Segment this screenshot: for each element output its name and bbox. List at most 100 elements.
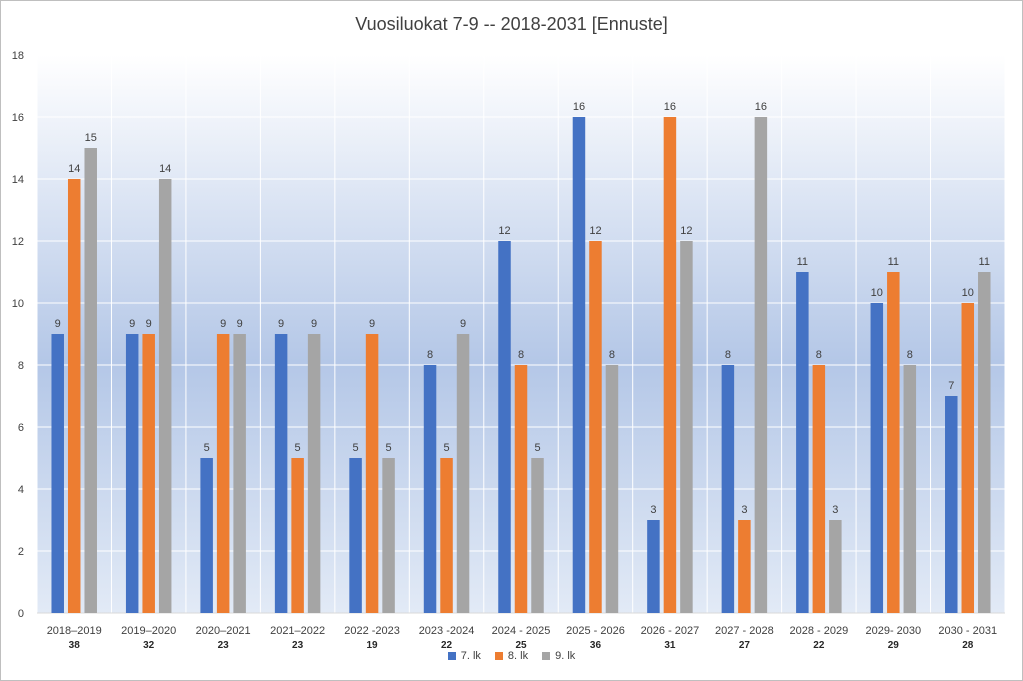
data-label: 5: [534, 442, 540, 454]
y-tick-label: 6: [18, 422, 24, 434]
data-label: 5: [295, 442, 301, 454]
x-tick-label: 2021–2022: [270, 625, 325, 637]
x-tick-label: 2030 - 2031: [938, 625, 997, 637]
data-label: 7: [948, 380, 954, 392]
bar: [274, 334, 288, 613]
bar: [572, 117, 586, 613]
y-tick-label: 16: [12, 112, 24, 124]
data-label: 9: [369, 318, 375, 330]
y-tick-label: 0: [18, 608, 24, 620]
bar: [887, 272, 900, 613]
bar: [233, 334, 246, 613]
x-tick-label: 2025 - 2026: [566, 625, 625, 637]
bar: [663, 117, 677, 613]
bar: [307, 334, 321, 613]
category-total: 27: [739, 640, 751, 651]
bar: [365, 334, 379, 613]
category-total: 22: [813, 640, 825, 651]
data-label: 9: [146, 318, 152, 330]
y-tick-label: 2: [18, 546, 24, 558]
bar: [647, 520, 660, 613]
data-label: 15: [85, 132, 97, 144]
data-label: 14: [159, 163, 171, 175]
data-label: 12: [589, 225, 601, 237]
bar: [125, 334, 139, 613]
bar: [978, 272, 991, 613]
data-label: 10: [871, 287, 883, 299]
x-tick-label: 2027 - 2028: [715, 625, 774, 637]
category-total: 19: [367, 640, 379, 651]
data-label: 9: [311, 318, 317, 330]
bar: [961, 303, 975, 613]
legend-label: 9. lk: [555, 650, 576, 662]
data-label: 9: [220, 318, 226, 330]
legend-item-7lk: 7. lk: [447, 650, 481, 662]
y-tick-label: 8: [18, 360, 24, 372]
category-total: 25: [515, 640, 527, 651]
legend-item-9lk: 9. lk: [542, 650, 575, 662]
bar: [142, 334, 155, 613]
category-total: 32: [143, 640, 155, 651]
bar: [945, 396, 958, 613]
data-label: 8: [609, 349, 615, 361]
legend-swatch: [494, 652, 503, 660]
bar: [754, 117, 768, 613]
y-tick-label: 18: [12, 50, 24, 62]
bar: [829, 520, 842, 613]
data-label: 9: [237, 318, 243, 330]
y-axis-ticks: 0 2 4 6 8 10 12 14 16 18: [12, 50, 24, 620]
legend-label: 7. lk: [460, 650, 481, 662]
category-total: 23: [218, 640, 230, 651]
category-total: 28: [962, 640, 974, 651]
data-label: 5: [353, 442, 359, 454]
bar: [812, 365, 826, 613]
data-label: 9: [129, 318, 135, 330]
legend-swatch: [447, 652, 456, 660]
legend-swatch: [542, 652, 551, 660]
category-total: 29: [888, 640, 900, 651]
bar: [423, 365, 437, 613]
bar: [51, 334, 64, 613]
data-label: 3: [832, 504, 838, 516]
bar: [531, 458, 544, 613]
bar: [589, 241, 602, 613]
bar: [456, 334, 470, 613]
bar: [200, 458, 213, 613]
category-total: 36: [590, 640, 602, 651]
bar: [382, 458, 395, 613]
data-label: 12: [680, 225, 692, 237]
data-label: 5: [443, 442, 449, 454]
bar: [721, 365, 735, 613]
bar: [870, 303, 884, 613]
legend-label: 8. lk: [507, 650, 529, 662]
data-label: 16: [755, 101, 767, 113]
bar: [216, 334, 230, 613]
data-label: 12: [498, 225, 510, 237]
bar: [514, 365, 528, 613]
bar: [605, 365, 619, 613]
bar: [440, 458, 453, 613]
data-label: 16: [573, 101, 585, 113]
bar: [84, 148, 97, 613]
x-tick-label: 2022 -2023: [344, 625, 400, 637]
bar: [498, 241, 511, 613]
chart-title: Vuosiluokat 7-9 -- 2018-2031 [Ennuste]: [355, 14, 668, 34]
y-tick-label: 10: [12, 298, 24, 310]
category-total: 22: [441, 640, 453, 651]
bar: [291, 458, 304, 613]
x-tick-label: 2024 - 2025: [492, 625, 551, 637]
data-label: 11: [888, 256, 899, 268]
data-label: 8: [427, 349, 433, 361]
x-tick-label: 2028 - 2029: [789, 625, 848, 637]
data-label: 8: [725, 349, 731, 361]
data-label: 11: [797, 256, 808, 268]
x-tick-label: 2019–2020: [121, 625, 176, 637]
y-tick-label: 4: [18, 484, 24, 496]
x-tick-label: 2023 -2024: [419, 625, 475, 637]
y-tick-label: 12: [12, 236, 24, 248]
category-total: 38: [69, 640, 81, 651]
bar: [903, 365, 917, 613]
category-total: 23: [292, 640, 304, 651]
